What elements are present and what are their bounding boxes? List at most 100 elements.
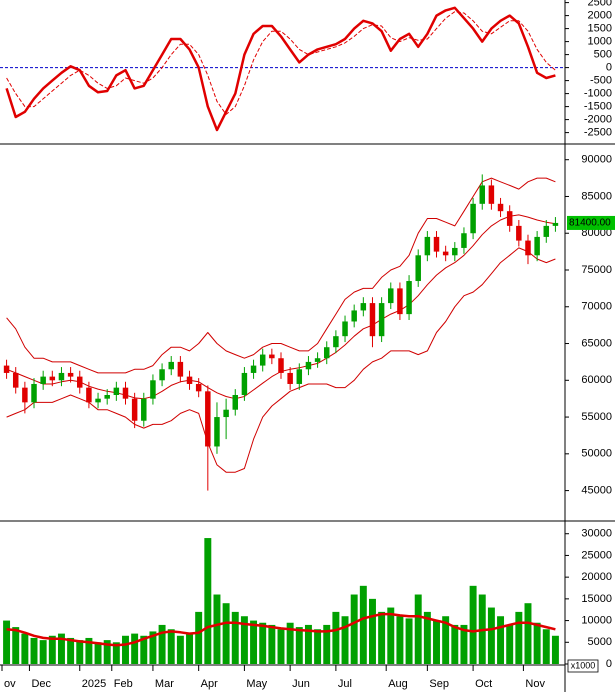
y-tick-label: 80000 — [581, 227, 612, 239]
last-price-label: 81400.00 — [569, 218, 611, 229]
candle-body — [95, 398, 101, 403]
volume-bar — [442, 616, 450, 664]
y-tick-label: 45000 — [581, 484, 612, 496]
candle-body — [525, 240, 531, 256]
volume-bar — [112, 642, 120, 664]
volume-bar — [551, 635, 559, 664]
volume-bar — [204, 538, 212, 664]
y-tick-label: 0 — [606, 62, 612, 74]
candle-body — [506, 211, 513, 226]
y-tick-label: -1000 — [584, 88, 612, 100]
volume-bar — [240, 616, 248, 664]
volume-bar — [396, 616, 404, 664]
volume-bar — [378, 611, 386, 664]
candle-body — [195, 383, 202, 392]
volume-bar — [140, 635, 148, 664]
candle-body — [77, 376, 83, 388]
candle-body — [470, 203, 476, 234]
candle-body — [31, 383, 37, 403]
volume-bar — [149, 631, 157, 664]
x-tick-label: Dec — [31, 678, 51, 690]
candle-body — [479, 185, 485, 204]
volume-bar — [158, 624, 166, 664]
candle-body — [333, 336, 339, 348]
candle-body — [12, 372, 19, 388]
volume-bar — [314, 629, 322, 664]
volume-bar — [323, 624, 331, 664]
candle-body — [488, 185, 495, 204]
candle-body — [214, 417, 220, 447]
signal-line — [6, 11, 556, 115]
y-tick-label: 15000 — [581, 593, 612, 605]
candle-body — [461, 233, 467, 248]
volume-bar — [12, 627, 20, 664]
candle-body — [452, 247, 458, 256]
x-tick-label: Jun — [292, 678, 310, 690]
y-tick-label: 70000 — [581, 301, 612, 313]
candle-body — [314, 358, 321, 362]
x-tick-label: Oct — [475, 678, 492, 690]
candle-body — [415, 255, 421, 282]
volume-bar — [387, 607, 395, 664]
oscillator-line — [5, 6, 556, 132]
unit-label: x1000 — [571, 660, 596, 670]
volume-bar — [186, 633, 194, 664]
y-tick-label: -2000 — [584, 114, 612, 126]
candle-body — [397, 288, 403, 315]
volume-bar — [85, 637, 93, 664]
volume-bar — [506, 624, 514, 664]
candle-body — [177, 361, 184, 377]
volume-bar — [497, 616, 505, 664]
y-tick-label: 2000 — [588, 10, 612, 22]
volume-bar — [122, 635, 129, 664]
candle-body — [552, 222, 559, 226]
candle-body — [22, 387, 28, 403]
volume-ma-line — [6, 612, 556, 647]
y-tick-label: -2500 — [584, 127, 612, 139]
candle-body — [58, 372, 65, 381]
candle-body — [323, 347, 330, 359]
x-tick-label: Apr — [201, 678, 218, 690]
x-tick-label: Feb — [114, 678, 133, 690]
y-tick-label: 5000 — [588, 636, 612, 648]
candle-body — [241, 372, 248, 395]
y-tick-label: 60000 — [581, 374, 612, 386]
last-price-box — [567, 215, 615, 230]
y-tick-label: 1000 — [588, 36, 612, 48]
candle-body — [3, 365, 10, 373]
volume-bar — [423, 611, 431, 664]
candle-body — [269, 354, 275, 359]
candle-body — [287, 372, 293, 384]
candle-body — [86, 387, 92, 403]
volume-bar — [433, 620, 440, 664]
volume-bar — [131, 633, 139, 664]
x-tick-label: Mar — [155, 678, 174, 690]
candle-body — [131, 398, 138, 421]
volume-bar — [21, 633, 29, 664]
candle-body — [442, 251, 449, 256]
volume-bar — [542, 629, 550, 664]
candle-body — [278, 358, 284, 373]
candle-body — [40, 376, 46, 384]
y-tick-label: 90000 — [581, 154, 612, 166]
y-tick-label: 0 — [606, 658, 612, 670]
volume-bar — [76, 640, 84, 664]
volume-bar — [103, 640, 111, 664]
volume-bar — [213, 594, 221, 664]
x-tick-label: 2025 — [82, 678, 106, 690]
volume-bar — [487, 607, 495, 664]
candle-body — [360, 303, 367, 311]
volume-bar — [460, 624, 468, 664]
volume-bar — [39, 640, 47, 664]
candle-body — [205, 391, 211, 447]
volume-bar — [94, 642, 102, 664]
x-tick-label: May — [246, 678, 267, 690]
volume-bar — [350, 594, 358, 664]
volume-bar — [524, 603, 532, 664]
candle-body — [259, 354, 266, 366]
y-tick-label: -1500 — [584, 101, 612, 113]
candle-body — [250, 365, 257, 373]
y-tick-label: 10000 — [581, 614, 612, 626]
volume-bar — [359, 585, 367, 664]
